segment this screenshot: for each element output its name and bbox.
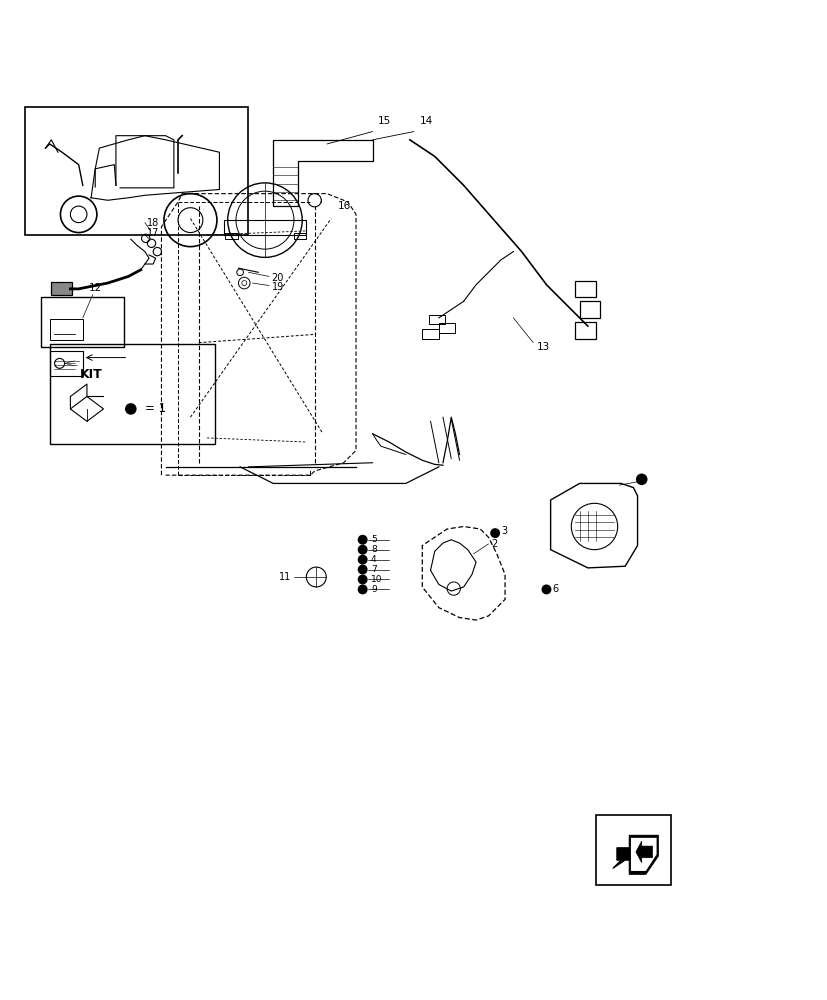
Text: 7: 7 — [370, 565, 376, 574]
Circle shape — [357, 575, 367, 584]
Circle shape — [635, 474, 647, 485]
Circle shape — [357, 545, 367, 555]
Circle shape — [357, 565, 367, 575]
Text: 6: 6 — [552, 584, 557, 594]
Text: 18: 18 — [147, 218, 160, 228]
Text: 17: 17 — [147, 228, 160, 238]
Bar — [50, 344, 215, 444]
Text: 19: 19 — [271, 282, 284, 292]
Text: 13: 13 — [536, 342, 549, 352]
Bar — [25, 107, 248, 235]
Text: 15: 15 — [377, 116, 390, 126]
Bar — [41, 297, 124, 347]
Bar — [223, 220, 306, 235]
Text: 3: 3 — [500, 526, 506, 536]
Text: 8: 8 — [370, 545, 376, 554]
Polygon shape — [612, 848, 629, 868]
Circle shape — [490, 528, 500, 538]
Bar — [595, 815, 670, 885]
Text: 11: 11 — [279, 572, 291, 582]
Polygon shape — [630, 838, 656, 871]
Polygon shape — [629, 835, 657, 874]
Bar — [50, 319, 83, 340]
Bar — [422, 329, 438, 339]
Bar — [51, 282, 72, 295]
Text: 14: 14 — [419, 116, 433, 126]
Text: 5: 5 — [370, 535, 376, 544]
Bar — [428, 315, 445, 324]
Text: 4: 4 — [370, 555, 376, 564]
Circle shape — [357, 555, 367, 565]
Text: 10: 10 — [370, 575, 382, 584]
Text: 12: 12 — [88, 283, 102, 293]
Bar — [294, 233, 306, 239]
Circle shape — [541, 584, 551, 594]
Text: 9: 9 — [370, 585, 376, 594]
Circle shape — [357, 584, 367, 594]
Text: KIT: KIT — [79, 368, 103, 381]
Bar — [438, 323, 455, 333]
Text: = 1: = 1 — [145, 402, 166, 415]
Bar — [225, 233, 237, 239]
Text: 20: 20 — [271, 273, 284, 283]
Polygon shape — [635, 841, 652, 863]
Circle shape — [125, 403, 136, 415]
Text: 2: 2 — [490, 539, 497, 549]
Circle shape — [357, 535, 367, 545]
Text: 16: 16 — [337, 201, 351, 211]
Bar — [50, 351, 83, 376]
